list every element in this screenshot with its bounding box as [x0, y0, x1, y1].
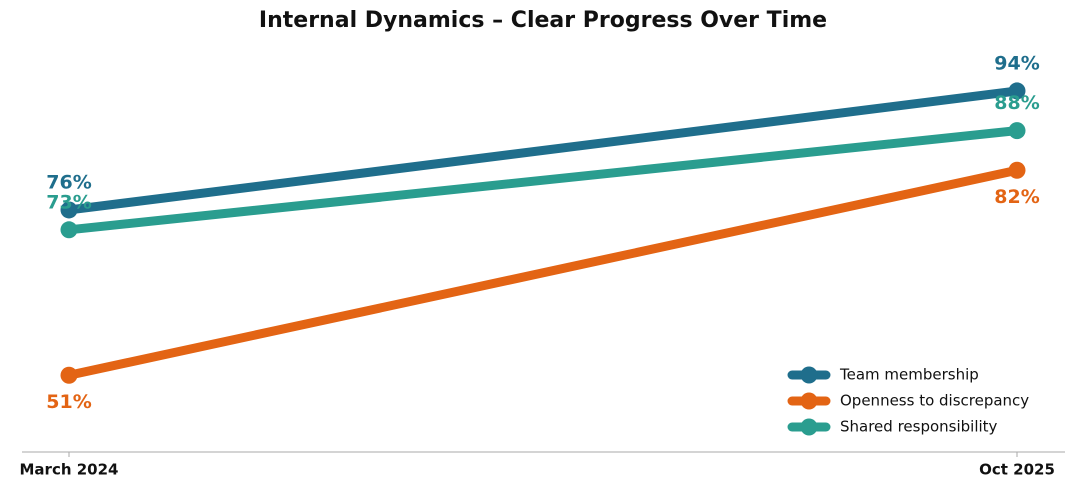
chart-title: Internal Dynamics – Clear Progress Over …	[259, 8, 827, 33]
data-label: 82%	[994, 186, 1039, 208]
series-line	[64, 165, 1022, 380]
point	[60, 366, 78, 384]
point	[1008, 122, 1026, 140]
point	[1008, 161, 1026, 179]
legend-marker	[800, 366, 818, 384]
data-label: 76%	[46, 171, 91, 193]
data-label: 73%	[46, 191, 91, 213]
data-label: 51%	[46, 391, 91, 413]
series-line	[64, 126, 1022, 235]
legend-label: Shared responsibility	[840, 418, 998, 436]
point	[60, 221, 78, 239]
x-tick-label: March 2024	[20, 461, 119, 479]
x-tick-label: Oct 2025	[979, 461, 1055, 479]
data-label: 94%	[994, 52, 1039, 74]
point	[60, 201, 78, 219]
point	[1008, 82, 1026, 100]
legend-label: Openness to discrepancy	[840, 392, 1029, 410]
series-line	[64, 86, 1022, 215]
legend-label: Team membership	[839, 366, 979, 384]
legend-marker	[800, 392, 818, 410]
data-label: 88%	[994, 92, 1039, 114]
legend-marker	[800, 418, 818, 436]
